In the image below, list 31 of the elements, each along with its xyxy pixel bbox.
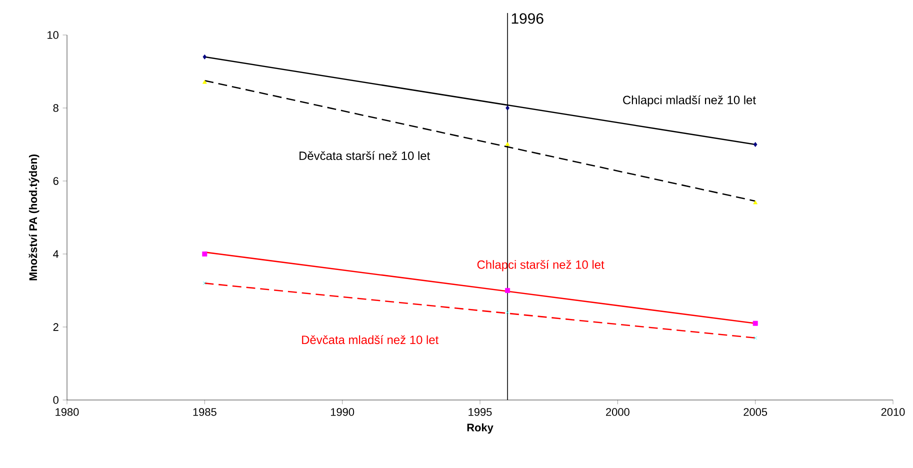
point <box>202 54 207 60</box>
y-axis-title: Množství PA (hod.týden) <box>28 154 40 280</box>
y-tick-label: 10 <box>48 31 58 39</box>
text: Děvčata mladší než 10 let <box>302 335 439 344</box>
x-axis-title: Roky <box>467 423 494 434</box>
point <box>506 310 510 314</box>
ref-line-label: 1996 <box>512 13 544 24</box>
point <box>202 252 208 256</box>
x-tick-label: 1995 <box>468 408 492 416</box>
point <box>754 336 758 340</box>
y-tick-label: 4 <box>53 250 59 258</box>
point <box>505 288 510 293</box>
x-tick-label: 1980 <box>56 408 79 416</box>
x-tick-label: 1985 <box>193 408 216 416</box>
point <box>202 80 207 84</box>
point <box>752 320 758 326</box>
series-label: Děvčata starší než 10 let <box>300 151 430 160</box>
y-tick-label: 6 <box>53 177 58 185</box>
point <box>506 106 510 110</box>
point <box>202 281 206 286</box>
x-tick-label: 1990 <box>330 408 354 416</box>
x-tick-label: 2010 <box>881 408 905 416</box>
x-tick-label: 2005 <box>744 408 768 416</box>
y-tick-label: 8 <box>53 104 58 112</box>
point <box>505 142 510 146</box>
series-label: Chlapci mladší než 10 let <box>623 95 756 107</box>
y-tick-label: 2 <box>53 323 58 331</box>
x-tick-label: 2000 <box>606 408 630 416</box>
y-tick-label: 0 <box>53 396 58 404</box>
point <box>753 142 758 147</box>
point <box>753 200 758 204</box>
